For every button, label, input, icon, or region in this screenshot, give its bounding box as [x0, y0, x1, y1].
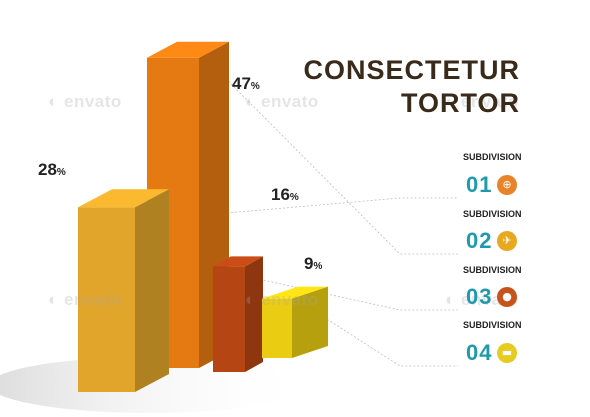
- data-label-value: 47: [232, 74, 251, 93]
- data-label-suffix: %: [313, 261, 323, 272]
- chart-title-line-2: TORTOR: [400, 88, 520, 118]
- bar-top-face: [213, 256, 263, 267]
- bar-03: [213, 256, 263, 372]
- legend-number: 03: [466, 284, 493, 309]
- bar-front-face: [262, 298, 292, 358]
- watermark: ◐ envato: [48, 290, 122, 309]
- data-label-47: 47%: [232, 74, 260, 94]
- legend-label: SUBDIVISION: [463, 209, 522, 219]
- data-label-value: 28: [38, 160, 57, 179]
- bar-01: [78, 189, 169, 392]
- bar-top-face: [147, 41, 229, 58]
- bar-side-face: [292, 286, 328, 358]
- data-label-16: 16%: [271, 185, 299, 205]
- legend-label: SUBDIVISION: [463, 320, 522, 330]
- person-icon: ●: [497, 287, 517, 307]
- data-label-9: 9%: [304, 254, 322, 274]
- legend-number: 01: [466, 172, 493, 197]
- legend-label: SUBDIVISION: [463, 265, 522, 275]
- data-label-suffix: %: [250, 81, 260, 92]
- bar-side-face: [245, 256, 263, 372]
- chart-title-line-1: CONSECTETUR: [303, 55, 520, 85]
- bird-icon: ✈: [497, 231, 517, 251]
- watermark: ◐ envato: [48, 92, 122, 111]
- data-label-suffix: %: [289, 192, 299, 203]
- globe-icon: ⊕: [497, 175, 517, 195]
- bar-top-face: [262, 286, 328, 299]
- bar-front-face: [78, 207, 135, 392]
- watermark: ◐ envato: [245, 290, 319, 309]
- legend-number: 02: [466, 228, 493, 253]
- chat-bubble-icon: ▬: [497, 343, 517, 363]
- data-label-value: 16: [271, 185, 290, 204]
- legend-number: 04: [466, 340, 493, 365]
- bar-front-face: [213, 266, 245, 372]
- watermark: ◐ envato: [245, 92, 319, 111]
- bar-side-face: [135, 189, 169, 392]
- legend-label: SUBDIVISION: [463, 152, 522, 162]
- watermark: ◐ envato: [445, 92, 519, 111]
- bar-04: [262, 286, 328, 358]
- data-label-28: 28%: [38, 160, 66, 180]
- data-label-value: 9: [304, 254, 314, 273]
- leader-line-01: [155, 197, 458, 220]
- data-label-suffix: %: [56, 167, 66, 178]
- bar-top-face: [78, 189, 169, 208]
- leader-line-04: [313, 310, 458, 367]
